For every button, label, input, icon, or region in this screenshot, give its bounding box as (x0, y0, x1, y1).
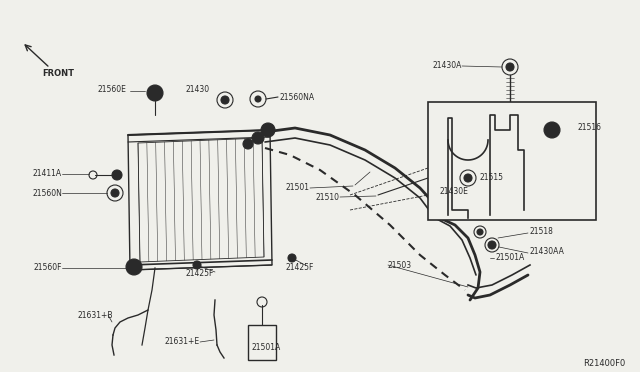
Circle shape (255, 96, 261, 102)
Circle shape (111, 189, 119, 197)
Circle shape (112, 170, 122, 180)
Text: 21501A: 21501A (495, 253, 524, 263)
Circle shape (193, 261, 201, 269)
Circle shape (147, 85, 163, 101)
Circle shape (261, 123, 275, 137)
Text: 21425F: 21425F (285, 263, 314, 273)
Circle shape (488, 241, 496, 249)
Text: 21515: 21515 (480, 173, 504, 182)
Bar (428, 102, 596, 220)
Text: R21400F0: R21400F0 (583, 359, 625, 368)
Text: 21411A: 21411A (33, 170, 62, 179)
Text: 21501: 21501 (286, 183, 310, 192)
Text: 21516: 21516 (577, 124, 601, 132)
Text: 21631+B: 21631+B (78, 311, 113, 320)
Text: 21510: 21510 (316, 192, 340, 202)
Text: 21560N: 21560N (32, 189, 62, 198)
Text: 21430A: 21430A (433, 61, 462, 71)
Text: 21425F: 21425F (185, 269, 213, 278)
Text: 21560NA: 21560NA (280, 93, 315, 102)
Text: 21430: 21430 (186, 86, 210, 94)
Text: FRONT: FRONT (42, 68, 74, 77)
Circle shape (221, 96, 229, 104)
Text: 21501A: 21501A (252, 343, 281, 353)
Bar (248, 325, 276, 360)
Text: 21560E: 21560E (97, 86, 126, 94)
Circle shape (464, 174, 472, 182)
Text: 21631+E: 21631+E (165, 337, 200, 346)
Text: 21430AA: 21430AA (530, 247, 565, 257)
Circle shape (506, 63, 514, 71)
Text: 21560F: 21560F (33, 263, 62, 273)
Text: 21503: 21503 (388, 260, 412, 269)
Circle shape (243, 139, 253, 149)
Circle shape (288, 254, 296, 262)
Circle shape (477, 229, 483, 235)
Circle shape (252, 132, 264, 144)
Circle shape (544, 122, 560, 138)
Text: 21430E: 21430E (440, 187, 469, 196)
Circle shape (126, 259, 142, 275)
Text: 21518: 21518 (530, 228, 554, 237)
